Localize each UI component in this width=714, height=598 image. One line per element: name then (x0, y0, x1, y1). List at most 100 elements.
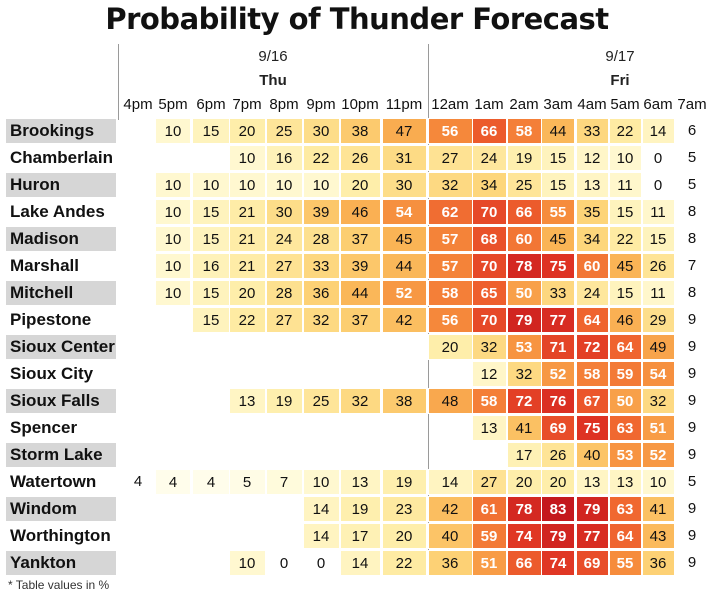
hour-label: 2am (509, 96, 539, 113)
heatmap-cell: 30 (265, 199, 303, 225)
heatmap-cell: 16 (192, 253, 230, 279)
heatmap-cell: 66 (471, 118, 507, 144)
cell-value: 9 (687, 446, 697, 463)
cell-value: 9 (687, 392, 697, 409)
hour-label: 1am (474, 96, 504, 113)
heatmap-cell: 55 (541, 199, 575, 225)
heatmap-cell: 36 (427, 550, 473, 576)
row-label: Huron (6, 173, 116, 197)
heatmap-cell: 76 (541, 388, 575, 414)
heatmap-cell: 59 (608, 361, 642, 387)
heatmap-cell: 22 (608, 118, 642, 144)
heatmap-cell: 10 (302, 172, 340, 198)
heatmap-cell: 45 (381, 226, 427, 252)
hour-label: 5am (610, 96, 640, 113)
heatmap-cell: 38 (381, 388, 427, 414)
cell-value: 5 (687, 176, 697, 193)
heatmap-cell: 44 (339, 280, 381, 306)
heatmap-cell: 10 (155, 253, 191, 279)
date-label: 9/17 (605, 48, 635, 65)
cell-value: 9 (687, 338, 697, 355)
heatmap-cell: 31 (381, 145, 427, 171)
heatmap-cell: 20 (427, 334, 473, 360)
heatmap-cell: 37 (339, 307, 381, 333)
row-label: Brookings (6, 119, 116, 143)
heatmap-cell: 23 (381, 496, 427, 522)
heatmap-cell: 79 (575, 496, 609, 522)
heatmap-cell: 20 (339, 172, 381, 198)
hour-label: 4pm (123, 96, 153, 113)
cell-value: 9 (687, 419, 697, 436)
heatmap-cell: 69 (541, 415, 575, 441)
heatmap-cell: 11 (608, 172, 642, 198)
heatmap-cell: 64 (608, 334, 642, 360)
heatmap-cell: 15 (192, 118, 230, 144)
heatmap-cell: 39 (339, 253, 381, 279)
heatmap-cell: 37 (339, 226, 381, 252)
day-label: Thu (259, 72, 287, 89)
heatmap-cell: 26 (541, 442, 575, 468)
heatmap-cell: 70 (471, 307, 507, 333)
day-label: Fri (610, 72, 630, 89)
heatmap-cell: 22 (608, 226, 642, 252)
heatmap-cell: 10 (641, 469, 675, 495)
heatmap-cell: 14 (339, 550, 381, 576)
heatmap-cell: 71 (541, 334, 575, 360)
heatmap-cell: 72 (506, 388, 542, 414)
date-label: 9/16 (258, 48, 288, 65)
heatmap-cell: 13 (575, 469, 609, 495)
heatmap-cell: 32 (302, 307, 340, 333)
hour-label: 4am (577, 96, 607, 113)
heatmap-cell: 5 (228, 469, 266, 495)
heatmap-cell: 19 (265, 388, 303, 414)
heatmap-cell: 83 (541, 496, 575, 522)
heatmap-cell: 10 (155, 199, 191, 225)
heatmap-cell: 22 (228, 307, 266, 333)
heatmap-cell: 64 (575, 307, 609, 333)
heatmap-cell: 74 (506, 523, 542, 549)
row-label: Madison (6, 227, 116, 251)
heatmap-cell: 57 (427, 226, 473, 252)
heatmap-cell: 42 (427, 496, 473, 522)
heatmap-cell: 50 (506, 280, 542, 306)
hour-label: 3am (543, 96, 573, 113)
heatmap-cell: 25 (265, 118, 303, 144)
heatmap-cell: 33 (302, 253, 340, 279)
heatmap-cell: 61 (471, 496, 507, 522)
heatmap-cell: 25 (506, 172, 542, 198)
heatmap-cell: 16 (265, 145, 303, 171)
heatmap-cell: 74 (541, 550, 575, 576)
heatmap-cell: 7 (265, 469, 303, 495)
heatmap-cell: 52 (641, 442, 675, 468)
heatmap-cell: 21 (228, 199, 266, 225)
heatmap-cell: 21 (228, 226, 266, 252)
heatmap-cell: 22 (381, 550, 427, 576)
row-label: Yankton (6, 551, 116, 575)
heatmap-cell: 32 (339, 388, 381, 414)
heatmap-cell: 49 (641, 334, 675, 360)
hour-label: 9pm (306, 96, 336, 113)
heatmap-cell: 10 (192, 172, 230, 198)
heatmap-cell: 79 (541, 523, 575, 549)
heatmap-cell: 42 (381, 307, 427, 333)
heatmap-cell: 10 (155, 226, 191, 252)
row-label: Storm Lake (6, 443, 116, 467)
heatmap-cell: 60 (575, 253, 609, 279)
heatmap-cell: 57 (427, 253, 473, 279)
heatmap-cell: 15 (192, 280, 230, 306)
heatmap-cell: 59 (471, 523, 507, 549)
heatmap-cell: 13 (575, 172, 609, 198)
row-label: Windom (6, 497, 116, 521)
heatmap-cell: 52 (541, 361, 575, 387)
heatmap-cell: 15 (641, 226, 675, 252)
heatmap-cell: 20 (506, 469, 542, 495)
row-label: Pipestone (10, 310, 92, 329)
heatmap-cell: 26 (339, 145, 381, 171)
heatmap-cell: 58 (575, 361, 609, 387)
heatmap-cell: 40 (427, 523, 473, 549)
heatmap-cell: 15 (192, 226, 230, 252)
heatmap-cell: 4 (155, 469, 191, 495)
heatmap-cell: 63 (608, 496, 642, 522)
row-label: Worthington (10, 526, 111, 545)
row-label: Chamberlain (10, 148, 113, 167)
